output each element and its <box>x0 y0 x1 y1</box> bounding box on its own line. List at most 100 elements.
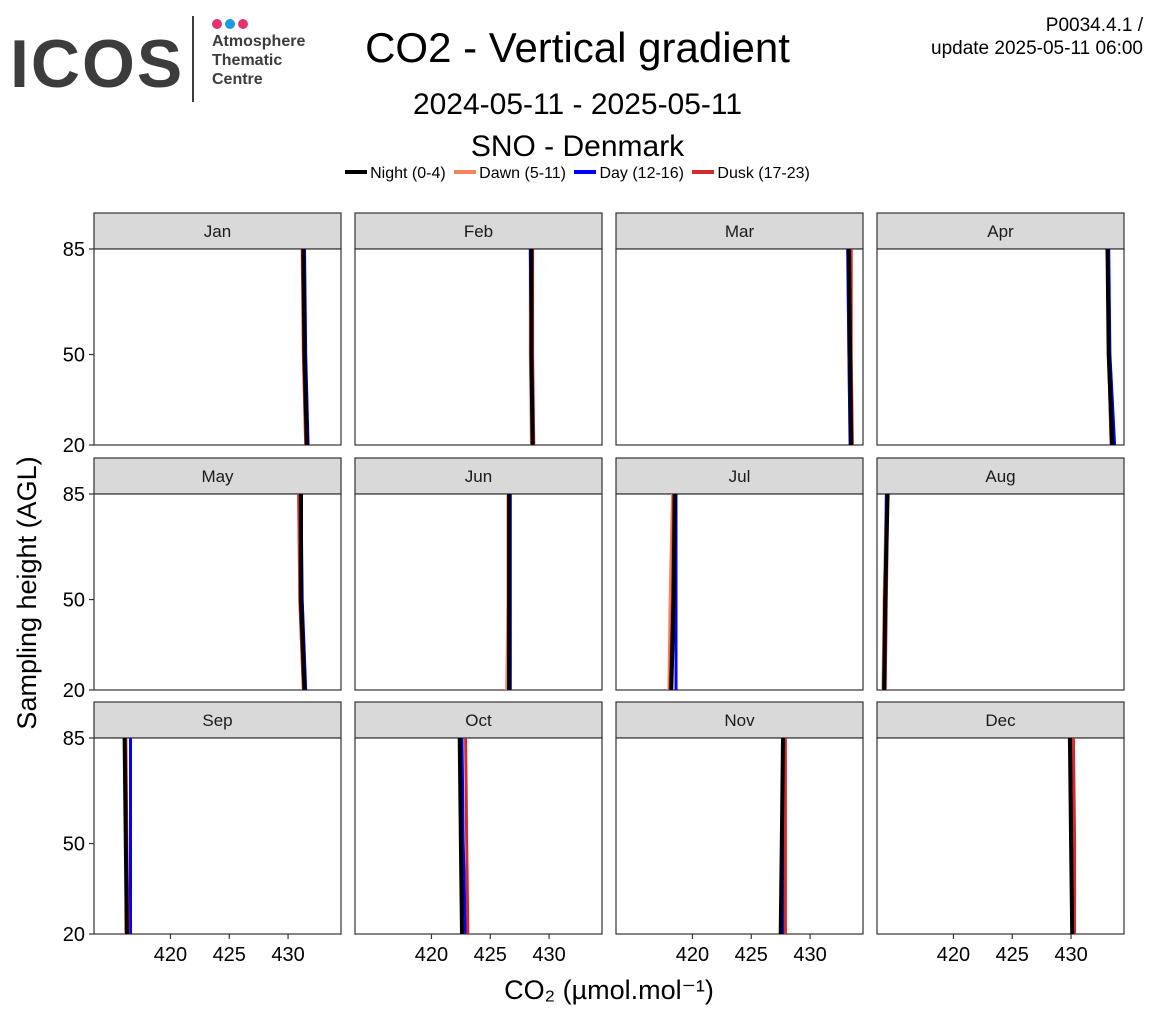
legend-item: Dawn (5-11) <box>454 165 566 183</box>
y-tick-label: 50 <box>63 834 85 856</box>
x-axis-label: CO₂ (µmol.mol⁻¹) <box>504 975 714 1005</box>
chart-legend: Night (0-4) Dawn (5-11) Day (12-16) Dusk… <box>0 165 1155 183</box>
y-tick-label: 85 <box>63 728 85 750</box>
series-line-night <box>122 737 129 935</box>
facet-strip <box>876 457 1125 495</box>
facet-strip <box>93 212 342 250</box>
x-tick-label: 430 <box>532 944 565 966</box>
y-axis-label: Sampling height (AGL) <box>12 456 42 729</box>
x-tick-label: 430 <box>271 944 304 966</box>
x-tick-label: 430 <box>1054 944 1087 966</box>
facet-label: Aug <box>985 467 1015 486</box>
x-tick-label: 420 <box>154 944 187 966</box>
logo-dot <box>212 19 222 29</box>
series-line-night <box>1105 248 1115 446</box>
product-id: P0034.4.1 / <box>1045 15 1143 36</box>
facet-strip <box>354 701 603 739</box>
facet-strip <box>354 212 603 250</box>
facet-label: Sep <box>202 711 232 730</box>
facet-label: Apr <box>987 222 1014 241</box>
series-line-night <box>299 494 307 691</box>
panel-frame <box>354 493 603 691</box>
y-tick-label: 20 <box>63 435 85 457</box>
panel-frame <box>615 248 864 446</box>
legend-label: Dusk (17-23) <box>717 165 810 182</box>
x-tick-label: 425 <box>474 944 507 966</box>
y-tick-label: 85 <box>63 484 85 506</box>
facet-strip <box>615 212 864 250</box>
y-tick-label: 20 <box>63 924 85 946</box>
logo-line: Centre <box>212 71 263 88</box>
x-tick-label: 425 <box>213 944 246 966</box>
series-line-night <box>1067 737 1075 935</box>
y-tick-label: 85 <box>63 239 85 261</box>
series-line-night <box>301 248 309 446</box>
logo-dots <box>212 16 251 29</box>
chart-station: SNO - Denmark <box>470 130 685 163</box>
y-tick-label: 20 <box>63 680 85 702</box>
logo-wordmark: ICOS <box>10 26 185 102</box>
series-line-dusk <box>1071 737 1077 934</box>
panel-frame <box>93 737 342 935</box>
series-line-night <box>778 737 785 935</box>
chart-date-range: 2024-05-11 - 2025-05-11 <box>412 88 743 121</box>
chart-title: CO2 - Vertical gradient <box>365 24 790 71</box>
facet-label: Dec <box>985 711 1016 730</box>
series-line-night <box>529 249 535 446</box>
legend-item: Day (12-16) <box>574 165 684 183</box>
logo-divider <box>192 16 194 102</box>
facet-label: Jun <box>465 467 492 486</box>
x-tick-label: 420 <box>937 944 970 966</box>
logo-subtitle: Atmosphere Thematic Centre <box>212 32 305 89</box>
legend-item: Night (0-4) <box>345 165 446 183</box>
facet-label: May <box>201 467 234 486</box>
logo-dot <box>238 19 248 29</box>
product-info: P0034.4.1 / update 2025-05-11 06:00 <box>931 14 1143 60</box>
y-tick-label: 50 <box>63 590 85 612</box>
facet-strip <box>354 457 603 495</box>
panel-frame <box>615 493 864 691</box>
icos-logo: ICOS Atmosphere Thematic Centre <box>10 12 330 107</box>
legend-swatch <box>454 169 477 174</box>
panel-frame <box>876 737 1125 935</box>
logo-line: Atmosphere <box>212 33 306 50</box>
facet-label: Jul <box>729 467 751 486</box>
panel-frame <box>876 493 1125 691</box>
series-line-night <box>882 493 890 691</box>
x-tick-label: 420 <box>415 944 448 966</box>
facet-strip <box>93 701 342 739</box>
y-tick-label: 50 <box>63 345 85 367</box>
legend-swatch <box>574 169 597 174</box>
facet-label: Nov <box>724 711 755 730</box>
update-timestamp: update 2025-05-11 06:00 <box>931 38 1143 59</box>
series-line-night <box>669 493 677 691</box>
facet-label: Mar <box>725 222 755 241</box>
series-line-night <box>846 248 854 446</box>
panel-frame <box>93 248 342 446</box>
facet-label: Feb <box>464 222 493 241</box>
panel-frame <box>615 737 864 935</box>
x-tick-label: 425 <box>996 944 1029 966</box>
panel-frame <box>354 248 603 446</box>
legend-label: Night (0-4) <box>370 165 446 182</box>
series-line-day <box>460 737 468 935</box>
series-line-dusk <box>464 737 470 935</box>
facet-label: Oct <box>465 711 492 730</box>
legend-item: Dusk (17-23) <box>692 165 810 183</box>
series-line-dawn <box>667 493 674 691</box>
facet-strip <box>615 457 864 495</box>
series-line-night <box>457 737 464 935</box>
x-tick-label: 425 <box>735 944 768 966</box>
panel-frame <box>354 737 603 935</box>
facet-label: Jan <box>204 222 231 241</box>
x-tick-label: 420 <box>676 944 709 966</box>
facet-strip <box>615 701 864 739</box>
panel-frame <box>876 248 1125 446</box>
legend-swatch <box>692 169 715 174</box>
legend-label: Day (12-16) <box>599 165 684 182</box>
logo-dot <box>225 19 235 29</box>
x-tick-label: 430 <box>793 944 826 966</box>
logo-line: Thematic <box>212 52 283 69</box>
legend-swatch <box>345 169 368 174</box>
